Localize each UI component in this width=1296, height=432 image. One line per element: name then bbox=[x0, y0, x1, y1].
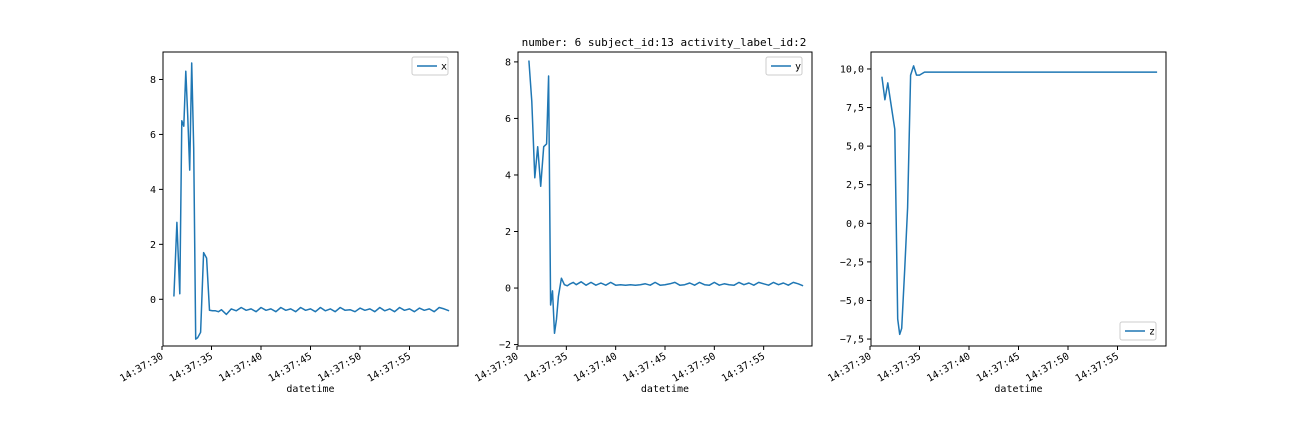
x-tick-label: 14:37:40 bbox=[925, 351, 972, 385]
x-tick-label: 14:37:45 bbox=[267, 351, 314, 385]
plot-area bbox=[517, 51, 813, 347]
x-axis-label: datetime bbox=[994, 384, 1042, 395]
subplot-z: −7,5−5,0−2,50,02,55,07,510,014:37:30 14:3… bbox=[826, 51, 1167, 395]
y-tick-label: 2,5 bbox=[846, 180, 864, 191]
y-tick-label: −5,0 bbox=[840, 296, 864, 307]
chart-title: number: 6 subject_id:13 activity_label_i… bbox=[522, 36, 807, 49]
x-axis-label: datetime bbox=[286, 384, 334, 395]
y-tick-label: 8 bbox=[505, 57, 511, 68]
x-tick-label: 14:37:35 bbox=[168, 351, 215, 385]
y-tick-label: 0,0 bbox=[846, 219, 864, 230]
legend: z bbox=[1119, 321, 1157, 341]
x-tick-label: 14:37:50 bbox=[1024, 351, 1071, 385]
y-tick-label: 5,0 bbox=[846, 142, 864, 153]
x-tick-label: 14:37:45 bbox=[621, 351, 668, 385]
legend: x bbox=[411, 56, 449, 76]
series-line-x bbox=[173, 62, 450, 340]
x-tick-label: 14:37:55 bbox=[720, 351, 767, 385]
y-tick-label: 2 bbox=[150, 240, 156, 251]
y-tick-label: 6 bbox=[150, 130, 156, 141]
series-line-z bbox=[881, 65, 1158, 336]
plot-area bbox=[162, 51, 459, 347]
x-tick-label: 14:37:50 bbox=[671, 351, 718, 385]
series-line-y bbox=[528, 60, 804, 335]
x-tick-label: 14:37:35 bbox=[523, 351, 570, 385]
y-tick-label: 2 bbox=[505, 227, 511, 238]
x-axis-label: datetime bbox=[641, 384, 689, 395]
y-tick-label: 4 bbox=[505, 170, 511, 181]
legend-label: y bbox=[795, 62, 801, 73]
y-tick-label: 0 bbox=[505, 284, 511, 295]
x-tick-label: 14:37:40 bbox=[572, 351, 619, 385]
legend-label: x bbox=[441, 62, 447, 73]
x-tick-label: 14:37:30 bbox=[118, 351, 165, 385]
x-tick-label: 14:37:30 bbox=[826, 351, 873, 385]
x-tick-label: 14:37:50 bbox=[316, 351, 363, 385]
y-tick-label: 7,5 bbox=[846, 103, 864, 114]
y-tick-label: −2,5 bbox=[840, 257, 864, 268]
x-tick-label: 14:37:55 bbox=[366, 351, 413, 385]
x-tick-label: 14:37:45 bbox=[975, 351, 1022, 385]
legend-label: z bbox=[1149, 327, 1155, 338]
y-tick-label: −2 bbox=[499, 340, 511, 351]
x-tick-label: 14:37:30 bbox=[473, 351, 520, 385]
y-tick-label: −7,5 bbox=[840, 335, 864, 346]
y-tick-label: 6 bbox=[505, 114, 511, 125]
x-tick-label: 14:37:35 bbox=[876, 351, 923, 385]
y-tick-label: 10,0 bbox=[840, 64, 864, 75]
x-tick-label: 14:37:55 bbox=[1074, 351, 1121, 385]
legend: y bbox=[765, 56, 803, 76]
y-tick-label: 0 bbox=[150, 295, 156, 306]
y-tick-label: 4 bbox=[150, 185, 156, 196]
y-tick-label: 8 bbox=[150, 75, 156, 86]
x-tick-label: 14:37:40 bbox=[217, 351, 264, 385]
plot-area bbox=[870, 51, 1167, 347]
